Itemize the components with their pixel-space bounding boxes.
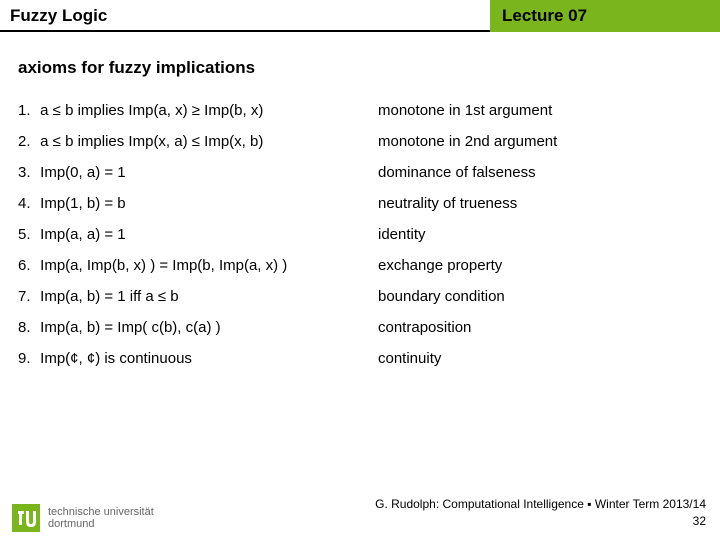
- axiom-row: 4. Imp(1, b) = b neutrality of trueness: [18, 195, 702, 212]
- axiom-label: monotone in 2nd argument: [378, 133, 702, 150]
- axiom-label: contraposition: [378, 319, 702, 336]
- axiom-label: continuity: [378, 350, 702, 367]
- axiom-row: 8. Imp(a, b) = Imp( c(b), c(a) ) contrap…: [18, 319, 702, 336]
- section-title: axioms for fuzzy implications: [18, 58, 702, 78]
- header-lecture: Lecture 07: [490, 0, 720, 32]
- axiom-label: boundary condition: [378, 288, 702, 305]
- axiom-row: 2. a ≤ b implies Imp(x, a) ≤ Imp(x, b) m…: [18, 133, 702, 150]
- slide-header: Fuzzy Logic Lecture 07: [0, 0, 720, 32]
- university-logo: technische universität dortmund: [12, 504, 154, 532]
- axiom-statement: 3. Imp(0, a) = 1: [18, 164, 378, 181]
- axiom-row: 6. Imp(a, Imp(b, x) ) = Imp(b, Imp(a, x)…: [18, 257, 702, 274]
- axiom-label: monotone in 1st argument: [378, 102, 702, 119]
- axiom-statement: 7. Imp(a, b) = 1 iff a ≤ b: [18, 288, 378, 305]
- header-topic: Fuzzy Logic: [0, 0, 490, 32]
- footer-credit: G. Rudolph: Computational Intelligence ▪…: [375, 496, 706, 513]
- axiom-statement: 5. Imp(a, a) = 1: [18, 226, 378, 243]
- axiom-row: 5. Imp(a, a) = 1 identity: [18, 226, 702, 243]
- axiom-row: 1. a ≤ b implies Imp(a, x) ≥ Imp(b, x) m…: [18, 102, 702, 119]
- axiom-statement: 2. a ≤ b implies Imp(x, a) ≤ Imp(x, b): [18, 133, 378, 150]
- tu-logo-icon: [12, 504, 40, 532]
- axiom-statement: 8. Imp(a, b) = Imp( c(b), c(a) ): [18, 319, 378, 336]
- axiom-row: 3. Imp(0, a) = 1 dominance of falseness: [18, 164, 702, 181]
- axiom-label: identity: [378, 226, 702, 243]
- axiom-label: neutrality of trueness: [378, 195, 702, 212]
- axiom-label: exchange property: [378, 257, 702, 274]
- axiom-label: dominance of falseness: [378, 164, 702, 181]
- axiom-statement: 1. a ≤ b implies Imp(a, x) ≥ Imp(b, x): [18, 102, 378, 119]
- axiom-row: 7. Imp(a, b) = 1 iff a ≤ b boundary cond…: [18, 288, 702, 305]
- slide-content: axioms for fuzzy implications 1. a ≤ b i…: [0, 32, 720, 367]
- axiom-row: 9. Imp(¢, ¢) is continuous continuity: [18, 350, 702, 367]
- slide-footer: G. Rudolph: Computational Intelligence ▪…: [375, 496, 706, 530]
- slide-number: 32: [375, 513, 706, 530]
- axiom-statement: 9. Imp(¢, ¢) is continuous: [18, 350, 378, 367]
- university-name: technische universität dortmund: [48, 506, 154, 530]
- axiom-statement: 4. Imp(1, b) = b: [18, 195, 378, 212]
- axiom-statement: 6. Imp(a, Imp(b, x) ) = Imp(b, Imp(a, x)…: [18, 257, 378, 274]
